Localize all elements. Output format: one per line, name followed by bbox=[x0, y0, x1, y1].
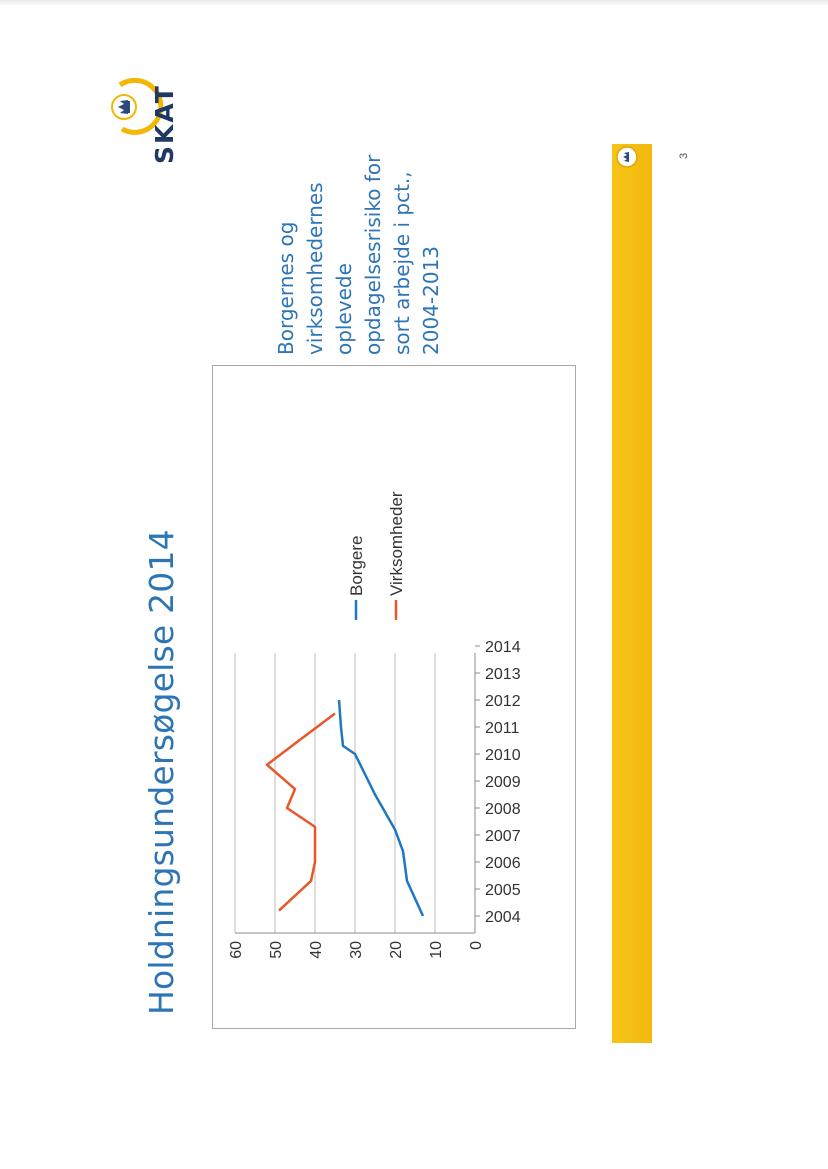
series-line-borgere bbox=[337, 699, 425, 917]
scan-top-edge bbox=[0, 0, 828, 6]
y-tick-label: 0 bbox=[468, 941, 485, 950]
y-tick-label: 10 bbox=[428, 941, 445, 959]
skat-crown-logo-icon bbox=[111, 77, 164, 135]
caption-line: 2004-2013 bbox=[419, 245, 443, 355]
page-number: 3 bbox=[678, 152, 690, 159]
chart-frame: 0 10 20 30 40 50 60 2004 2005 2006 2007 2008 2009 201… bbox=[212, 365, 576, 1029]
skat-logo-text: SKAT bbox=[150, 84, 179, 164]
legend-label: Virksomheder bbox=[387, 491, 406, 596]
x-tick-label: 2013 bbox=[485, 666, 521, 683]
x-tick-label: 2005 bbox=[485, 882, 521, 899]
footer-bar bbox=[612, 144, 652, 1043]
caption-line: Borgernes og bbox=[274, 221, 298, 355]
y-tick-label: 30 bbox=[348, 941, 365, 959]
x-tick-label: 2009 bbox=[485, 774, 521, 791]
x-tick-label: 2011 bbox=[485, 720, 520, 737]
y-tick-label: 40 bbox=[308, 941, 325, 959]
x-tick-label: 2014 bbox=[485, 639, 521, 656]
y-tick-label: 50 bbox=[268, 941, 285, 959]
caption-line: virksomhedernes bbox=[303, 182, 327, 355]
x-tick-label: 2008 bbox=[485, 801, 521, 818]
y-tick-label: 20 bbox=[388, 941, 405, 959]
x-tick-label: 2006 bbox=[485, 855, 521, 872]
x-tick-label: 2010 bbox=[485, 747, 521, 764]
x-tick-label: 2007 bbox=[485, 828, 521, 845]
series-line-virksomheder bbox=[265, 712, 336, 912]
caption-line: oplevede bbox=[332, 263, 356, 355]
line-chart: 0 10 20 30 40 50 60 2004 2005 2006 2007 2008 2009 201… bbox=[228, 491, 521, 959]
slide-title: Holdningsundersøgelse 2014 bbox=[142, 529, 181, 1015]
x-tick-label: 2012 bbox=[485, 693, 521, 710]
footer-crown-icon bbox=[616, 146, 638, 168]
chart-caption: Borgernes og virksomhedernes oplevede op… bbox=[272, 55, 446, 355]
caption-line: sort arbejde i pct., bbox=[390, 171, 414, 355]
legend-label: Borgere bbox=[347, 536, 366, 596]
caption-line: opdagelsesrisiko for bbox=[361, 154, 385, 355]
x-tick-label: 2004 bbox=[485, 909, 521, 926]
y-tick-label: 60 bbox=[228, 941, 245, 959]
